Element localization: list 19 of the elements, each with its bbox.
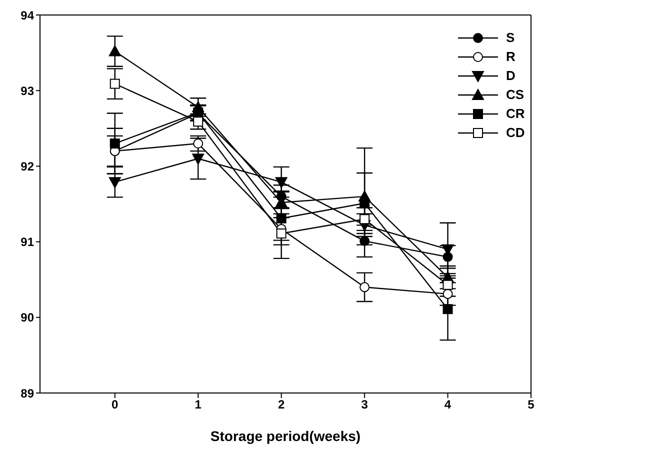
y-tick-label: 91 (20, 235, 34, 250)
x-tick-label: 2 (278, 398, 285, 412)
y-tick-label: 93 (20, 84, 34, 98)
legend-label: D (506, 68, 516, 83)
legend-label: R (506, 49, 516, 64)
legend-label: CD (506, 125, 525, 140)
y-tick-label: 94 (20, 8, 34, 22)
legend-label: CS (506, 87, 524, 102)
x-tick-label: 1 (194, 398, 202, 412)
x-axis-title: Storage period(weeks) (210, 428, 361, 444)
x-tick-label: 4 (444, 398, 452, 412)
legend-label: S (506, 30, 515, 45)
y-tick-label: 89 (20, 386, 34, 400)
x-tick-label: 0 (112, 398, 119, 412)
y-tick-label: 90 (20, 310, 34, 325)
legend-label: CR (506, 106, 525, 121)
x-tick-label: 5 (528, 398, 535, 412)
x-tick-label: 3 (361, 398, 368, 412)
y-tick-label: 92 (20, 159, 34, 174)
